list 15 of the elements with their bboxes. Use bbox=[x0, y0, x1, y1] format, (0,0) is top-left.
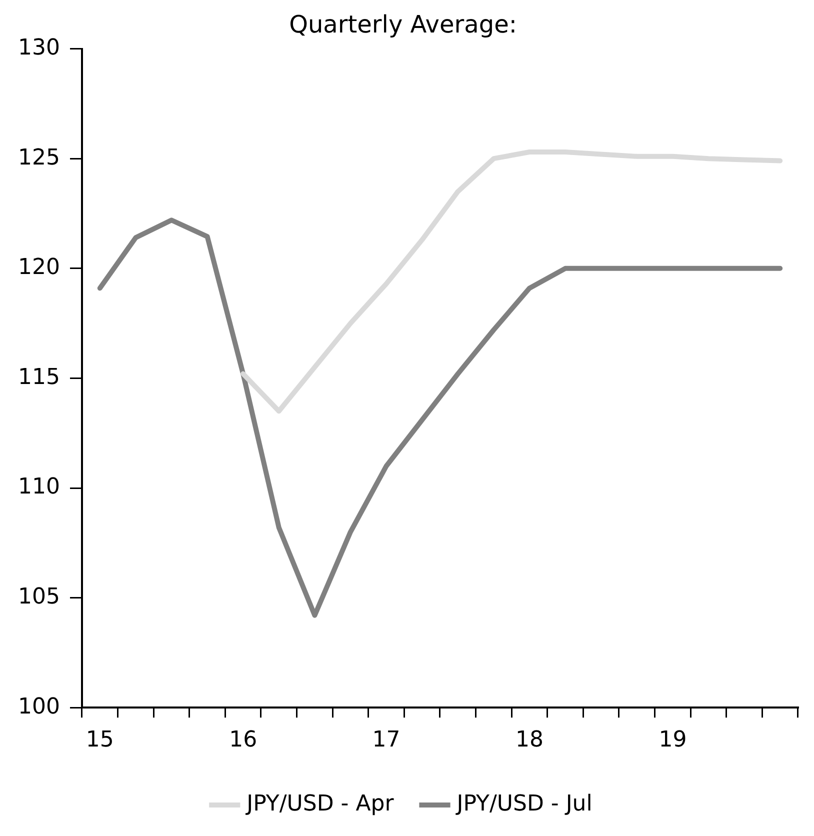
legend-label: JPY/USD - Jul bbox=[454, 792, 592, 817]
y-tick-label: 115 bbox=[18, 364, 60, 390]
legend-label: JPY/USD - Apr bbox=[244, 792, 395, 817]
y-tick-label: 105 bbox=[18, 584, 60, 610]
x-tick-label: 16 bbox=[229, 728, 258, 753]
y-tick-label: 125 bbox=[18, 145, 60, 170]
x-tick-label: 19 bbox=[658, 728, 687, 753]
x-tick-label: 15 bbox=[86, 728, 114, 753]
y-tick-label: 130 bbox=[18, 36, 60, 61]
y-tick-label: 100 bbox=[18, 694, 60, 720]
y-tick-label: 110 bbox=[18, 474, 60, 500]
y-tick-label: 120 bbox=[18, 255, 60, 280]
x-tick-label: 18 bbox=[515, 728, 544, 753]
x-tick-label: 17 bbox=[372, 728, 400, 753]
chart-title: Quarterly Average: bbox=[289, 10, 517, 39]
